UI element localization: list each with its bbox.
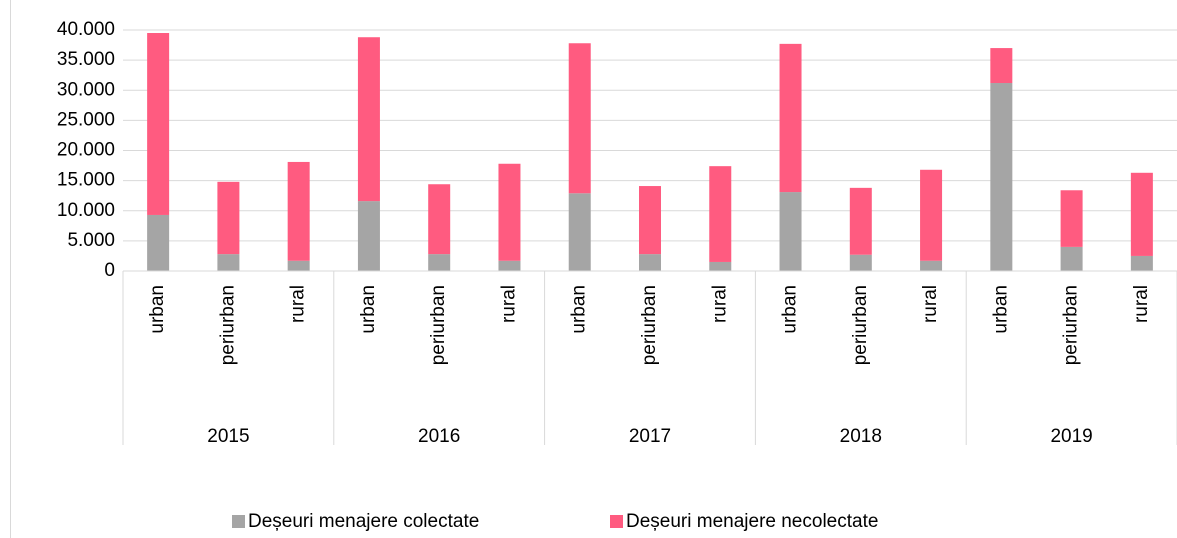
legend-swatch: [610, 515, 623, 528]
bar-segment: [217, 254, 240, 271]
x-tick-label: periurban: [1061, 285, 1082, 365]
x-tick-label: rural: [709, 285, 730, 323]
x-tick-label: urban: [990, 285, 1011, 334]
bar-segment: [147, 214, 170, 271]
legend-label: Deșeuri menajere colectate: [248, 511, 479, 532]
bar-segment: [849, 254, 872, 271]
bar-segment: [990, 83, 1013, 272]
bar-segment: [1060, 190, 1083, 247]
chart-border: [10, 0, 11, 538]
y-tick-label: 30.000: [57, 79, 115, 100]
y-tick-label: 15.000: [57, 170, 115, 191]
x-tick-label: rural: [920, 285, 941, 323]
bar-segment: [217, 181, 240, 255]
bar-segment: [287, 260, 310, 271]
bar-segment: [428, 254, 451, 271]
x-tick-label: periurban: [850, 285, 871, 365]
y-tick-label: 25.000: [57, 109, 115, 130]
y-tick-label: 10.000: [57, 200, 115, 221]
x-tick-label: periurban: [639, 285, 660, 365]
bar-segment: [287, 161, 310, 261]
bar-segment: [498, 163, 521, 261]
legend-label: Deșeuri menajere necolectate: [626, 511, 878, 532]
group-label: 2015: [207, 426, 249, 447]
bar-segment: [709, 166, 732, 262]
x-tick-label: rural: [288, 285, 309, 323]
x-tick-label: urban: [780, 285, 801, 334]
x-tick-label: urban: [358, 285, 379, 334]
bar-segment: [639, 254, 661, 271]
bar-segment: [568, 193, 591, 271]
group-label: 2019: [1050, 426, 1092, 447]
x-tick-label: rural: [1131, 285, 1152, 323]
bar-segment: [357, 201, 380, 271]
bar-segment: [779, 43, 802, 193]
group-label: 2018: [840, 426, 882, 447]
x-tick-label: periurban: [428, 285, 449, 365]
y-tick-label: 40.000: [57, 19, 115, 40]
x-tick-label: periurban: [217, 285, 238, 365]
bar-segment: [1130, 172, 1153, 256]
bar-segment: [1130, 255, 1153, 271]
x-tick-label: urban: [569, 285, 590, 334]
bar-segment: [709, 261, 732, 271]
x-tick-label: urban: [147, 285, 168, 334]
group-label: 2016: [418, 426, 460, 447]
bar-segment: [498, 260, 521, 271]
y-tick-label: 20.000: [57, 140, 115, 161]
bar-segment: [990, 48, 1013, 84]
bar-segment: [1060, 246, 1083, 271]
y-tick-label: 35.000: [57, 49, 115, 70]
y-tick-label: 0: [104, 260, 115, 281]
bar-segment: [428, 184, 451, 255]
bar-segment: [357, 37, 380, 202]
bar-segment: [779, 192, 802, 271]
bar-segment: [849, 187, 872, 255]
x-tick-label: rural: [498, 285, 519, 323]
group-label: 2017: [629, 426, 671, 447]
bar-segment: [920, 260, 943, 271]
y-tick-label: 5.000: [67, 230, 115, 251]
bar-segment: [568, 43, 591, 194]
legend-swatch: [232, 515, 245, 528]
bar-segment: [920, 169, 943, 261]
bar-segment: [147, 33, 170, 215]
bar-segment: [639, 186, 661, 255]
